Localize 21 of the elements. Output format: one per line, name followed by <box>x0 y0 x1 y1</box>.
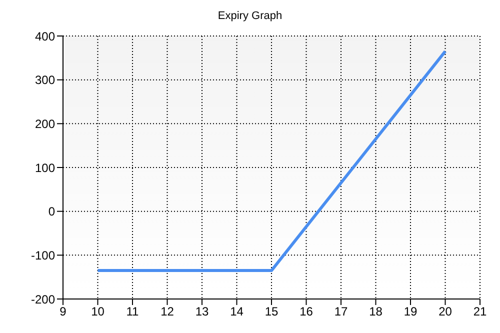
x-tick-label: 11 <box>126 304 140 319</box>
x-tick-label: 20 <box>438 304 452 319</box>
x-tick-label: 16 <box>300 304 314 319</box>
y-tick-label: 400 <box>34 29 56 44</box>
y-tick-label: 0 <box>48 204 56 219</box>
x-tick-label: 9 <box>60 304 67 319</box>
x-tick-label: 10 <box>91 304 105 319</box>
y-tick-label: -100 <box>30 248 56 262</box>
x-tick-label: 21 <box>473 304 487 319</box>
x-tick-label: 17 <box>334 304 348 319</box>
y-tick-label: -200 <box>30 292 56 306</box>
y-tick-label: 200 <box>34 116 56 131</box>
x-tick-label: 15 <box>264 304 278 319</box>
x-tick-label: 13 <box>195 304 209 319</box>
x-tick-label: 19 <box>404 304 418 319</box>
x-tick-label: 14 <box>230 304 244 319</box>
y-tick-label: 300 <box>34 73 56 88</box>
chart-title: Expiry Graph <box>216 10 284 22</box>
x-tick-label: 12 <box>160 304 174 319</box>
x-tick-label: 18 <box>369 304 383 319</box>
y-tick-label: 100 <box>34 160 56 175</box>
